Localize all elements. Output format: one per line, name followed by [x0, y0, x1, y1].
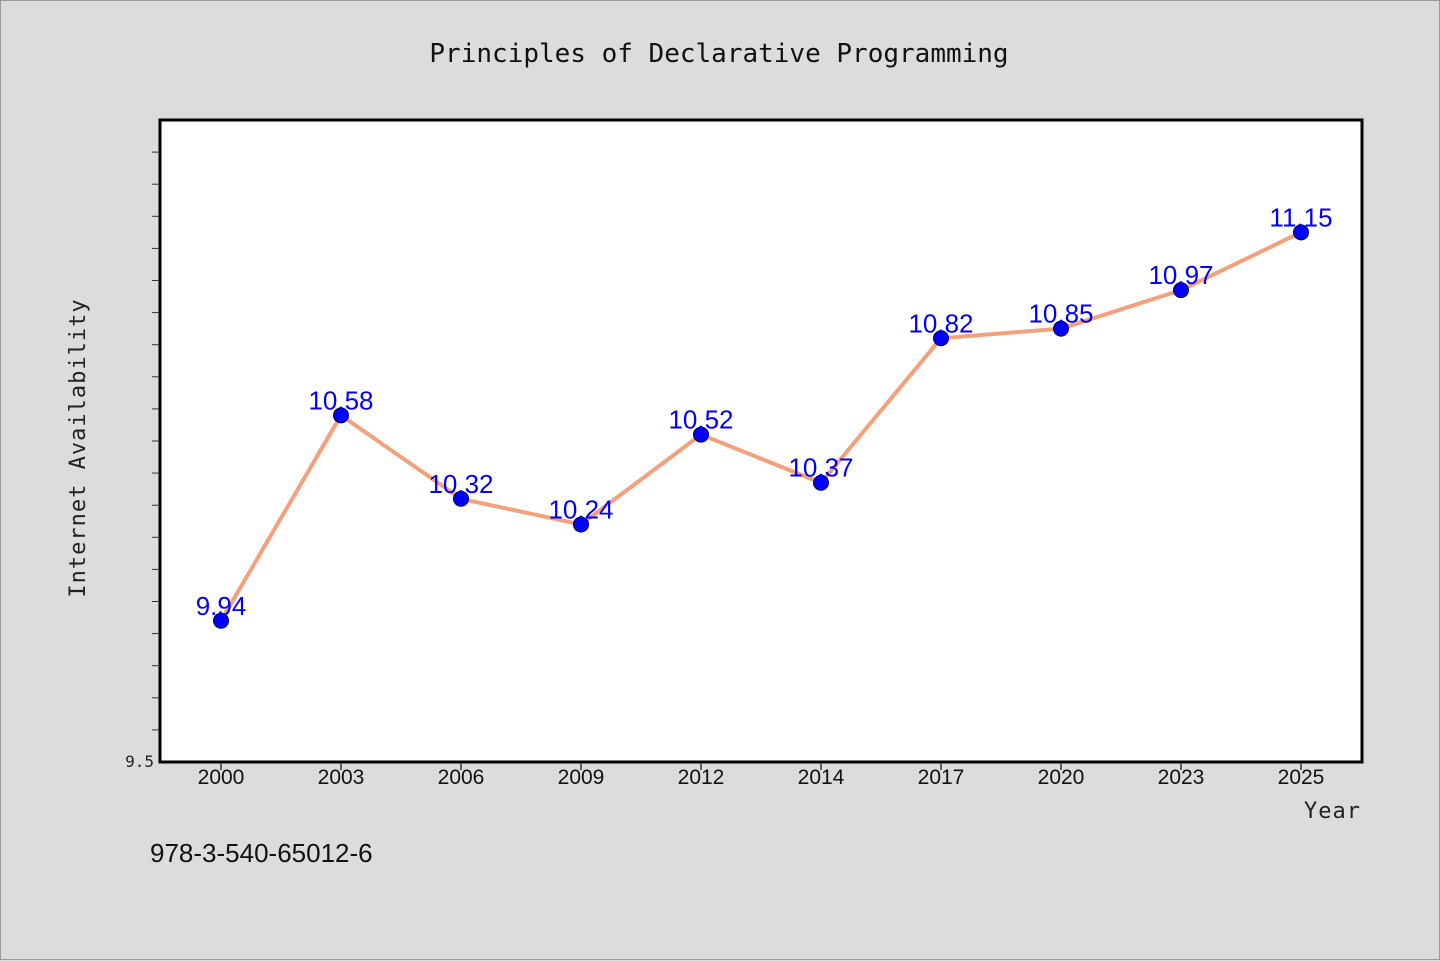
- series-line-segment: [339, 413, 463, 501]
- data-point-marker: [933, 330, 949, 347]
- series-line-segment: [1059, 288, 1183, 331]
- x-tick-label: 2017: [918, 766, 965, 789]
- data-label: 10.52: [668, 405, 733, 435]
- x-tick-label: 2012: [678, 766, 725, 789]
- series-line-segment: [939, 326, 1063, 341]
- data-point-marker: [813, 474, 829, 491]
- series-line-segment: [699, 432, 823, 485]
- data-point-marker: [213, 612, 229, 629]
- data-point-marker: [333, 407, 349, 424]
- isbn-text: 978-3-540-65012-6: [150, 838, 373, 868]
- x-tick-label: 2025: [1278, 766, 1325, 789]
- data-label: 10.97: [1148, 260, 1213, 290]
- data-label: 10.58: [308, 385, 373, 415]
- data-label: 11.15: [1269, 202, 1332, 232]
- series-markers: [213, 224, 1309, 629]
- data-label: 10.85: [1028, 299, 1093, 329]
- series-line-segment: [819, 336, 943, 485]
- data-point-marker: [1293, 224, 1309, 241]
- x-tick-label: 2020: [1038, 766, 1085, 789]
- x-tick-label: 2009: [558, 766, 605, 789]
- x-axis-title: Year: [1304, 799, 1361, 824]
- chart-title: Principles of Declarative Programming: [429, 39, 1008, 69]
- x-tick-label: 2000: [198, 766, 245, 789]
- y-tick-label: 9.5: [125, 752, 154, 771]
- data-point-marker: [573, 516, 589, 533]
- data-labels: 9.94 10.58 10.32 10.24 10.52 10.37 10.82 10.85 1…: [196, 202, 1333, 620]
- plot-area: [158, 118, 1364, 764]
- data-label: 9.94: [196, 591, 247, 621]
- data-label: 10.24: [548, 494, 613, 524]
- series-line-group: [219, 230, 1303, 623]
- data-label: 10.32: [428, 469, 493, 499]
- series-line-segment: [1179, 230, 1303, 293]
- data-point-marker: [453, 490, 469, 507]
- y-axis-title: Internet Availability: [66, 298, 91, 597]
- series-line-segment: [579, 432, 703, 527]
- x-tick-label: 2014: [798, 766, 845, 789]
- series-line-segment: [459, 496, 583, 527]
- y-axis-ticks: 9.5: [125, 151, 159, 771]
- data-label: 10.82: [908, 308, 973, 338]
- x-tick-label: 2006: [438, 766, 485, 789]
- x-tick-label: 2003: [318, 766, 365, 789]
- x-tick-label: 2023: [1158, 766, 1205, 789]
- data-point-marker: [1053, 320, 1069, 337]
- data-label: 10.37: [788, 453, 853, 483]
- x-axis-ticks: 2000 2003 2006 2009 2012 2014 2017 2020 2023 2025: [198, 763, 1325, 789]
- series-line-segment: [219, 413, 343, 623]
- data-point-marker: [1173, 282, 1189, 299]
- data-point-marker: [693, 426, 709, 443]
